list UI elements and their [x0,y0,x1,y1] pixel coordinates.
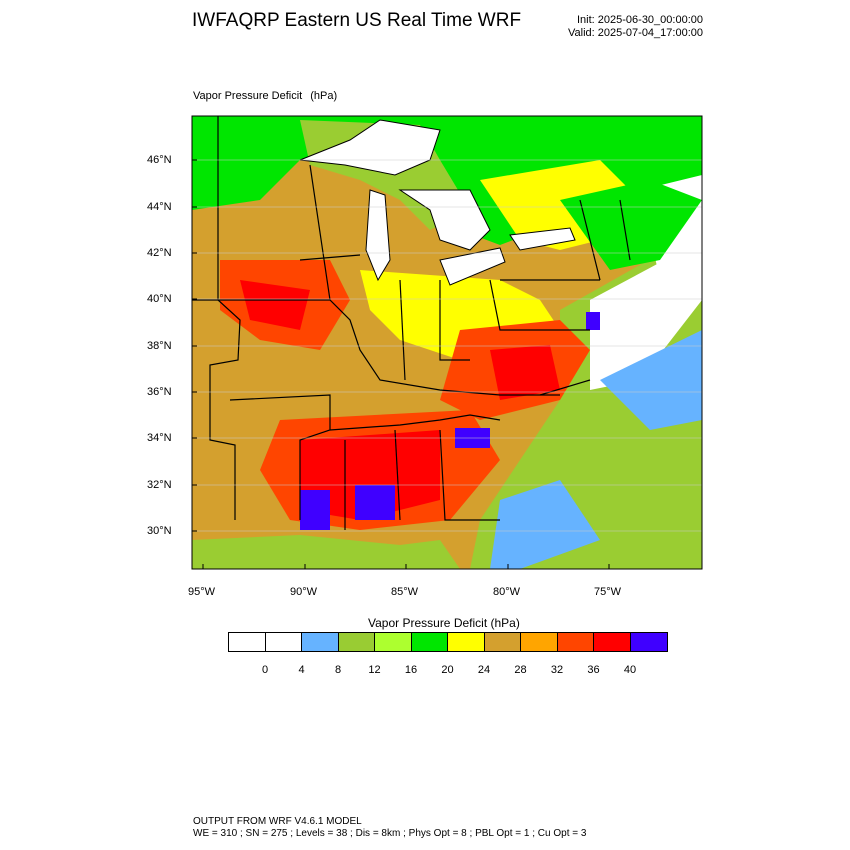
colorbar-label: 0 [261,664,269,676]
lake-erie [439,247,506,286]
colorbar-label: 8 [334,664,342,676]
max-alabama [355,485,395,520]
lon-label: 85°W [391,586,419,598]
hotter-south [300,430,440,520]
colorbar-swatch [411,633,448,651]
colorbar-swatch [484,633,521,651]
valid-time: Valid: 2025-07-04_17:00:00 [568,27,703,39]
lat-label: 38°N [147,340,172,352]
ocean-blue-2 [490,480,600,569]
colorbar-label: 4 [298,664,305,676]
colorbar-swatch [594,633,631,651]
colorbar-label: 40 [623,664,637,676]
run-times: Init: 2025-06-30_00:00:00 Valid: 2025-07… [568,14,703,40]
colorbar-label: 24 [477,664,491,676]
lat-label: 32°N [147,479,172,491]
max-louisiana [300,490,330,530]
colorbar-swatch [630,633,667,651]
colorbar-label: 16 [404,664,418,676]
lat-label: 30°N [147,525,172,537]
footer-line-1: OUTPUT FROM WRF V4.6.1 MODEL [193,816,362,827]
colorbar-swatch [557,633,594,651]
field-unit: (hPa) [310,90,338,102]
lat-label: 40°N [147,293,172,305]
gulf-area [192,535,460,569]
lat-label: 42°N [147,247,172,259]
lon-label: 90°W [290,586,318,598]
footer-line-2: WE = 310 ; SN = 275 ; Levels = 38 ; Dis … [193,828,587,839]
model-footer: OUTPUT FROM WRF V4.6.1 MODEL WE = 310 ; … [193,816,586,840]
state-lines [192,116,631,530]
colorbar-swatch [521,633,558,651]
lake-ontario [509,227,576,251]
hotter-virginia [490,345,560,400]
lat-label: 36°N [147,386,172,398]
lon-label: 80°W [493,586,521,598]
map-field [192,116,702,569]
lake-huron [398,189,491,251]
max-nj [586,312,600,330]
colorbar-label: 36 [587,664,600,676]
lake-superior [299,119,441,176]
ne-green [560,180,702,270]
colorbar-swatch [229,633,266,651]
colorbar-swatch [265,633,302,651]
colorbar-label: 32 [550,664,564,676]
ocean-white [590,240,702,390]
axis-ticks [192,159,610,569]
colorbar-title: Vapor Pressure Deficit (hPa) [368,616,520,630]
colorbar-swatch [338,633,375,651]
lat-label: 34°N [147,432,172,444]
field-label: Vapor Pressure Deficit (hPa) [193,90,337,102]
colorbar-swatch [448,633,485,651]
map-frame [191,115,703,570]
lat-label: 44°N [147,201,172,213]
lake-michigan [365,189,391,282]
init-time: Init: 2025-06-30_00:00:00 [577,14,703,26]
colorbar-label: 12 [368,664,381,676]
colorbar [228,632,668,652]
colorbar-label: 20 [441,664,454,676]
field-name: Vapor Pressure Deficit [193,90,303,102]
plot-title: IWFAQRP Eastern US Real Time WRF [192,10,522,31]
colorbar-label: 28 [514,664,527,676]
ocean-blue-1 [600,330,702,430]
lat-label: 46°N [147,154,172,166]
lon-label: 75°W [594,586,622,598]
colorbar-swatch [375,633,412,651]
graticule [192,159,702,532]
colorbar-swatch [302,633,339,651]
lon-label: 95°W [188,586,216,598]
hotter-iowa [240,280,310,330]
